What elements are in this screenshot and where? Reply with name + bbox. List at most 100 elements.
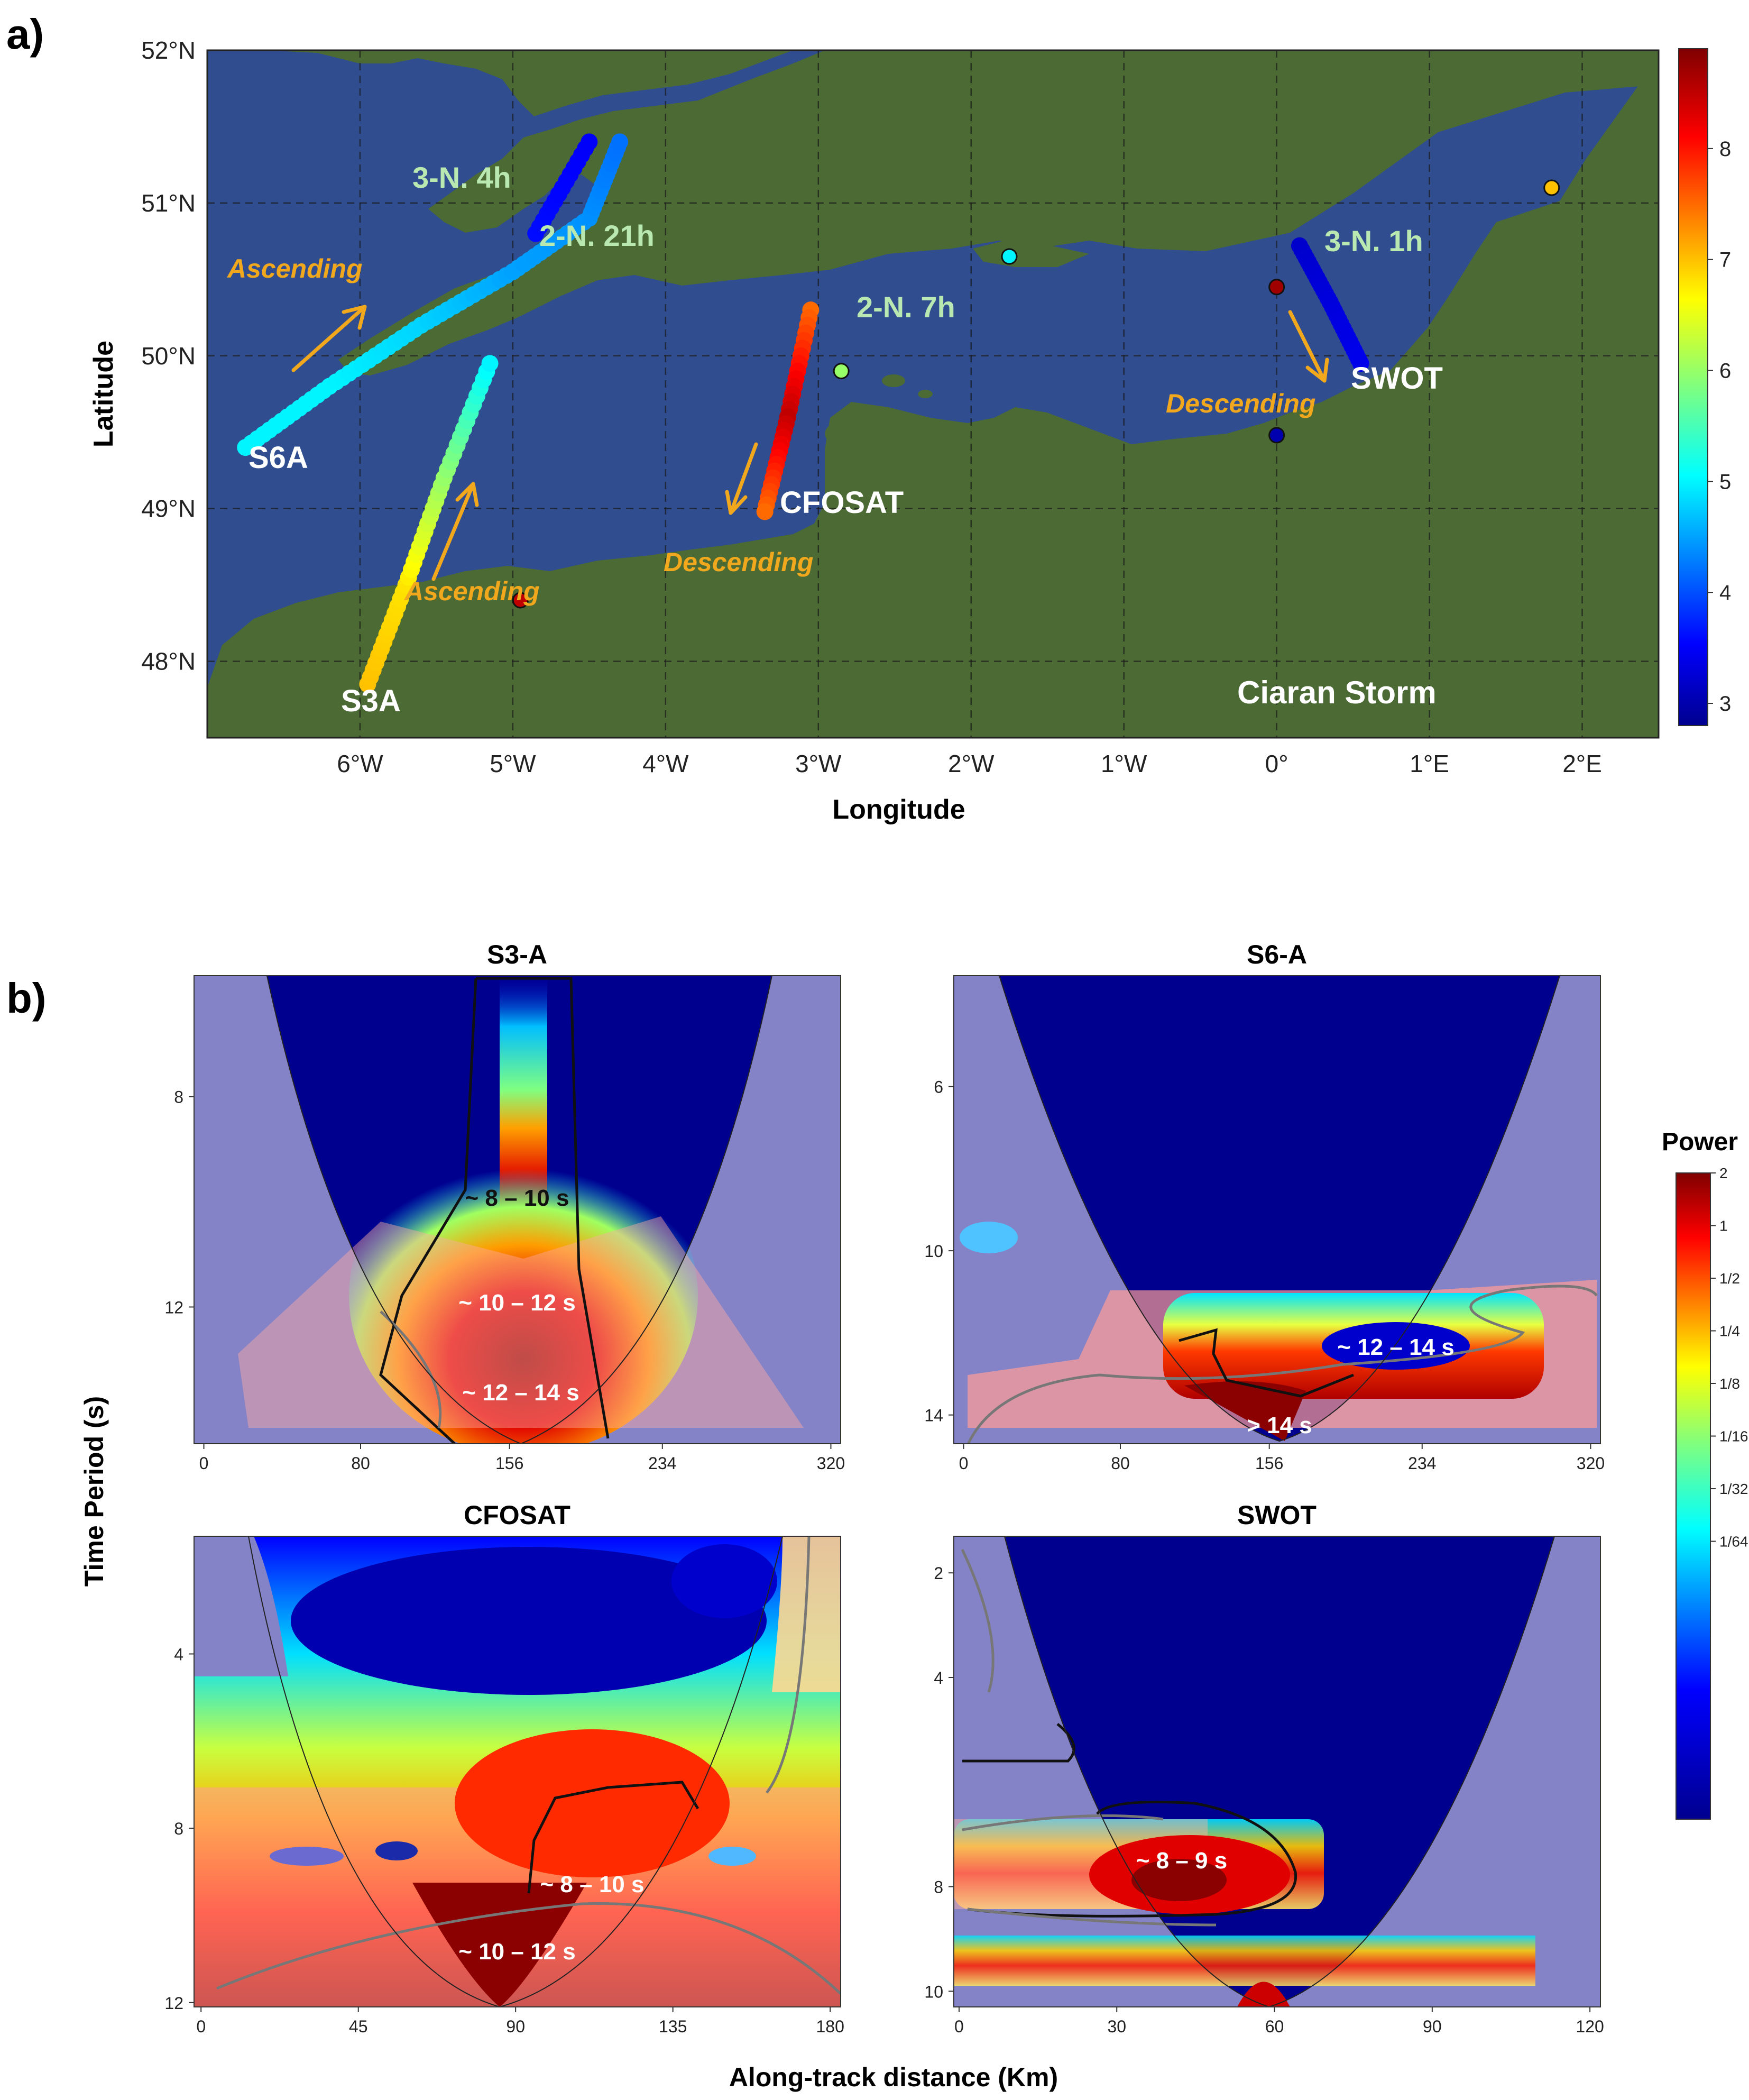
map-xtick: 3°W <box>795 750 842 777</box>
annotation-s6a-1: > 14 s <box>1247 1413 1312 1438</box>
power-hotspot <box>349 1137 698 1444</box>
sat-label-cfosat: CFOSAT <box>780 485 904 520</box>
power-low <box>291 1547 767 1695</box>
map-xtick: 2°E <box>1562 750 1602 777</box>
pass-label-cfosat: 2-N. 7h <box>857 290 955 324</box>
xtick-label: 156 <box>495 1454 523 1473</box>
arrow-s3a <box>431 482 475 581</box>
power-low-2 <box>671 1544 777 1618</box>
island <box>918 390 933 398</box>
ytick-label: 4 <box>934 1668 943 1688</box>
direction-label-s3a: Ascending <box>403 576 540 606</box>
map-xlabel: Longitude <box>832 794 965 825</box>
direction-label-s6a: Ascending <box>226 254 363 283</box>
sat-label-swot: SWOT <box>1351 361 1443 396</box>
track-point-cfosat <box>756 503 774 520</box>
power-spot-2 <box>375 1841 418 1860</box>
land-france <box>207 50 1659 738</box>
map-xtick: 6°W <box>337 750 383 777</box>
pass-label-s6a: 3-N. 4h <box>412 161 511 194</box>
land-great-britain <box>207 50 1659 375</box>
xtick-label: 120 <box>1576 2017 1604 2036</box>
colorbar-a-tick: 7 <box>1719 249 1731 272</box>
annotation-s3a-1: ~ 10 – 12 s <box>458 1290 575 1316</box>
ytick-label: 6 <box>934 1078 943 1097</box>
ytick-label: 8 <box>174 1088 183 1107</box>
significance-contour <box>379 977 610 1444</box>
annotation-s3a-0: ~ 8 – 10 s <box>465 1185 569 1211</box>
ytick-label: 10 <box>924 1242 943 1261</box>
colorbar-b <box>1676 1172 1711 1820</box>
buoy-marker <box>512 592 529 609</box>
arrow-cfosat <box>729 442 758 515</box>
colorbar-b-tick: 1/2 <box>1719 1270 1740 1287</box>
ytick-label: 12 <box>164 1994 183 2013</box>
ytick-label: 8 <box>934 1878 943 1897</box>
axis-ticks-s6a: 0 80 156 234 320 6 10 14 <box>924 1078 1605 1473</box>
axis-ticks-s3a: 0 80 156 234 320 8 12 <box>164 1088 845 1473</box>
map-xtick: 1°E <box>1410 750 1449 777</box>
title-s6a: S6-A <box>1247 940 1307 969</box>
wavelet-swot: SWOT ~ 8 – 9 s 0 30 60 90 120 2 4 8 10 <box>924 1500 1604 2036</box>
map-ytick: 48°N <box>141 648 196 675</box>
plot-frame-swot <box>953 1536 1601 2007</box>
track-point-2-n-21h <box>581 133 598 151</box>
arrow-swot-head <box>1305 357 1329 383</box>
colorbar-b-tick: 1/64 <box>1719 1534 1748 1550</box>
contour-gray <box>966 1285 1598 1444</box>
colorbar-a-tick: 8 <box>1719 137 1731 161</box>
satellite-tracks <box>237 133 1560 693</box>
coi-region-left <box>194 1536 288 1676</box>
plot-frame-cfosat <box>194 1536 841 2007</box>
xtick-label: 156 <box>1255 1454 1283 1473</box>
arrow-s6a <box>291 305 367 372</box>
storm-label: Ciaran Storm <box>1237 675 1437 710</box>
arrow-s6a-head <box>342 305 367 330</box>
xtick-label: 0 <box>196 2017 206 2036</box>
plot-frame-s6a <box>953 975 1601 1444</box>
map-xtick: 0° <box>1265 750 1288 777</box>
map-ytick: 50°N <box>141 342 196 370</box>
island-guernsey <box>825 421 867 446</box>
xtick-label: 234 <box>1408 1454 1436 1473</box>
sat-label-s6a: S6A <box>248 441 308 475</box>
xtick-label: 320 <box>817 1454 845 1473</box>
ytick-label: 8 <box>174 1819 183 1838</box>
coi-line <box>999 976 1560 1442</box>
xtick-label: 0 <box>954 2017 964 2036</box>
power-core <box>412 1883 587 2007</box>
power-spot <box>1237 1982 1290 2007</box>
ytick-label: 2 <box>934 1564 943 1583</box>
title-s3a: S3-A <box>487 940 547 969</box>
contour-gray <box>216 1536 841 1995</box>
map-axis-ticks: 6°W 5°W 4°W 3°W 2°W 1°W 0° 1°E 2°E 52°N 51°N 50°N 49… <box>141 36 1602 777</box>
panel-b-label: b) <box>6 975 47 1022</box>
coi-line <box>266 976 772 1444</box>
xtick-label: 0 <box>199 1454 209 1473</box>
coi-line <box>248 1536 783 2007</box>
colorbar-a-tick: 4 <box>1719 581 1731 604</box>
xtick-label: 234 <box>648 1454 676 1473</box>
map-gridlines <box>207 50 1659 738</box>
map-ytick: 51°N <box>141 189 196 217</box>
xtick-label: 45 <box>349 2017 368 2036</box>
colorbar-a-tick: 6 <box>1719 360 1731 383</box>
contour-gray <box>961 1548 1217 1927</box>
xtick-label: 90 <box>1423 2017 1442 2036</box>
xtick-label: 320 <box>1577 1454 1605 1473</box>
coi-line <box>1004 1536 1555 2007</box>
buoy-marker <box>1543 179 1560 196</box>
xtick-label: 180 <box>816 2017 844 2036</box>
colorbar-a-ticks: 8 7 6 5 4 3 <box>1708 137 1731 716</box>
direction-label-cfosat: Descending <box>664 547 813 577</box>
annotation-cfosat-0: ~ 8 – 10 s <box>540 1872 645 1897</box>
contour-gray <box>380 1310 442 1428</box>
power-spot-3 <box>708 1847 756 1866</box>
wavelet-cfosat: CFOSAT ~ 8 – 10 s ~ 10 – 12 s 0 45 90 135 18… <box>164 1500 844 2036</box>
map-ytick: 49°N <box>141 495 196 522</box>
arrow-swot <box>1288 310 1327 383</box>
direction-label-swot: Descending <box>1166 389 1315 418</box>
colorbar-b-ticks: 2 1 1/2 1/4 1/8 1/16 1/32 1/64 <box>1710 1165 1748 1550</box>
map-ytick: 52°N <box>141 36 196 64</box>
